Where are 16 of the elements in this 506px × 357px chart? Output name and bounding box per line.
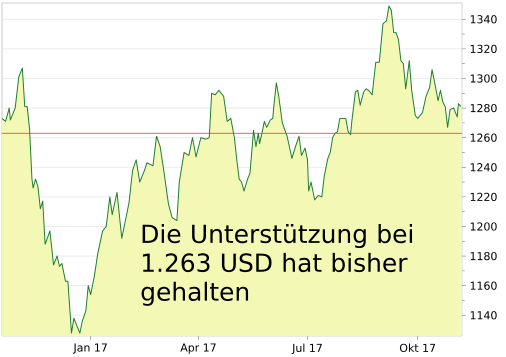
y-tick-label: 1280 — [470, 104, 497, 112]
x-tick-label: Jan 17 — [72, 343, 107, 354]
y-tick-label: 1200 — [470, 222, 497, 230]
y-tick-label: 1160 — [470, 281, 497, 290]
y-tick-label: 1220 — [470, 192, 497, 201]
y-tick-label: 1300 — [470, 74, 497, 82]
y-tick-label: 1320 — [470, 44, 497, 53]
x-tick-label: Apr 17 — [180, 343, 216, 354]
x-tick-label: Jul 17 — [292, 343, 322, 354]
y-tick-label: 1180 — [470, 252, 497, 260]
x-tick-label: Okt 17 — [400, 343, 436, 352]
y-tick-label: 1340 — [470, 14, 497, 24]
y-tick-label: 1240 — [470, 162, 497, 172]
annotation: Die Unterstützung bei 1.263 USD hat bisher gehalten — [142, 224, 412, 306]
y-tick-label: 1260 — [470, 133, 497, 142]
y-tick-label: 1140 — [470, 310, 497, 320]
